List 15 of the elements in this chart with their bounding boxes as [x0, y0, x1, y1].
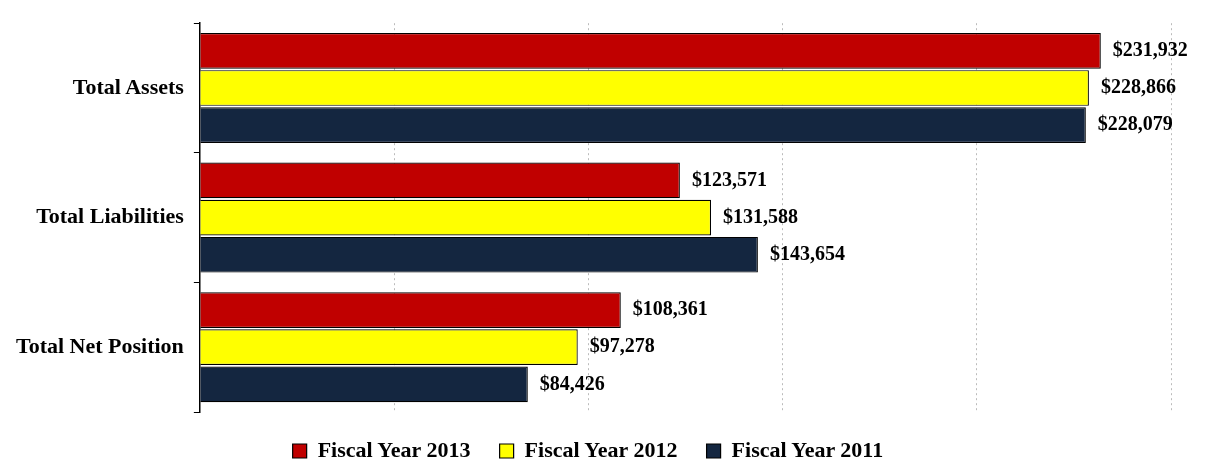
data-label: $231,932	[1112, 38, 1188, 61]
legend-label: Fiscal Year 2012	[524, 436, 678, 462]
legend-label: Fiscal Year 2011	[731, 436, 884, 462]
data-label: $97,278	[589, 334, 655, 357]
data-label: $143,654	[769, 241, 845, 264]
y-tick-label: Total Assets	[72, 73, 185, 99]
data-label: $228,079	[1097, 112, 1173, 135]
y-tick-label: Total Liabilities	[36, 203, 185, 229]
data-label: $108,361	[632, 297, 708, 320]
legend-label: Fiscal Year 2013	[317, 436, 471, 462]
data-label: $228,866	[1100, 75, 1176, 98]
data-label: $131,588	[723, 204, 799, 227]
data-label: $84,426	[539, 371, 605, 394]
y-tick-label: Total Net Position	[16, 332, 184, 358]
data-label: $123,571	[691, 167, 767, 190]
